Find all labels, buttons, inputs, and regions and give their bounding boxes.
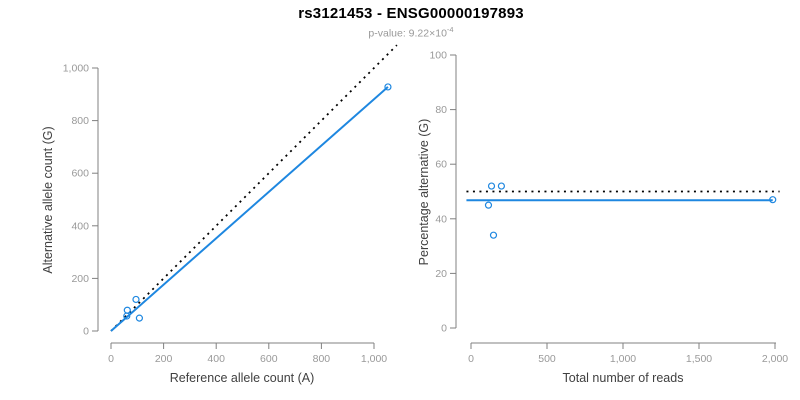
y-tick-label: 60 [435,159,447,171]
fit-line [110,86,389,332]
x-tick-label: 800 [313,353,331,365]
x-tick-label: 600 [260,353,278,365]
data-point [769,196,777,204]
x-tick-label: 1,000 [610,353,636,365]
x-tick-label: 2,000 [762,353,788,365]
data-point [487,182,496,190]
data-point [489,231,498,239]
x-tick-label: 1,000 [361,353,387,365]
x-tick-label: 0 [108,353,114,365]
x-tick-label: 1,500 [686,353,712,365]
x-tick-label: 500 [538,353,556,365]
data-point [123,312,131,320]
y-tick-label: 100 [429,50,447,62]
data-point [123,306,131,314]
y-axis-title: Percentage alternative (G) [417,119,431,266]
subtitle-exponent: -4 [446,25,454,34]
x-tick-label: 400 [207,353,225,365]
y-axis-title: Alternative allele count (G) [41,126,55,273]
x-axis-title: Total number of reads [563,371,684,385]
data-point [497,182,505,190]
y-tick-label: 200 [71,273,89,285]
y-tick-label: 800 [71,115,89,127]
y-tick-label: 600 [71,168,89,180]
y-tick-label: 20 [435,268,447,280]
data-point [132,295,140,304]
subtitle-pvalue-text: p-value: 9.22×10 [368,27,447,40]
x-axis-title: Reference allele count (A) [170,371,315,385]
y-tick-label: 1,000 [63,63,89,75]
chart-subtitle: p-value: 9.22×10-4 [11,25,800,40]
data-point [484,201,493,209]
y-tick-label: 0 [441,323,447,335]
y-tick-label: 0 [83,326,89,338]
x-tick-label: 200 [155,353,173,365]
y-tick-label: 400 [71,220,89,232]
identity-line [110,44,398,332]
x-tick-label: 0 [468,353,474,365]
chart-title: rs3121453 - ENSG00000197893 [298,5,524,22]
y-tick-label: 80 [435,104,447,116]
data-point [384,83,392,91]
y-tick-label: 40 [435,213,447,225]
data-point [135,314,144,322]
